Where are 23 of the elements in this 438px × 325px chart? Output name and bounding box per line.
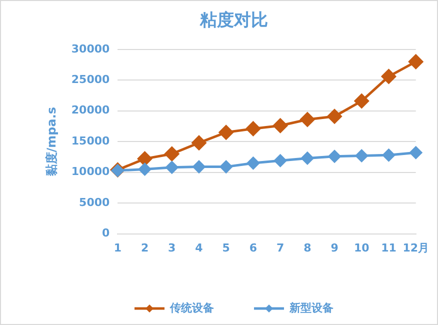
x-tick-label: 6 — [249, 241, 258, 254]
y-tick-label: 15000 — [71, 134, 110, 148]
x-tick-label: 11 — [381, 241, 396, 254]
x-tick-label: 12月 — [402, 241, 429, 254]
legend-label: 传统设备 — [169, 301, 214, 314]
x-tick-label: 5 — [222, 241, 230, 254]
y-tick-label: 10000 — [71, 165, 110, 178]
y-tick-label: 5000 — [79, 196, 110, 209]
y-tick-label: 20000 — [71, 104, 110, 117]
x-tick-label: 4 — [195, 241, 204, 254]
x-tick-label: 10 — [354, 241, 370, 254]
x-tick-label: 1 — [114, 241, 122, 254]
chart-title: 粘度对比 — [199, 10, 268, 31]
x-tick-label: 2 — [140, 241, 149, 254]
y-tick-label: 0 — [102, 226, 110, 240]
legend-label: 新型设备 — [288, 301, 334, 314]
y-tick-label: 25000 — [71, 72, 110, 86]
x-tick-label: 3 — [168, 241, 176, 254]
x-tick-label: 9 — [330, 241, 338, 254]
y-axis-title: 黏度/mpa.s — [44, 106, 58, 178]
x-tick-label: 8 — [304, 241, 312, 254]
x-tick-label: 7 — [276, 241, 284, 254]
y-tick-label: 30000 — [71, 42, 110, 56]
